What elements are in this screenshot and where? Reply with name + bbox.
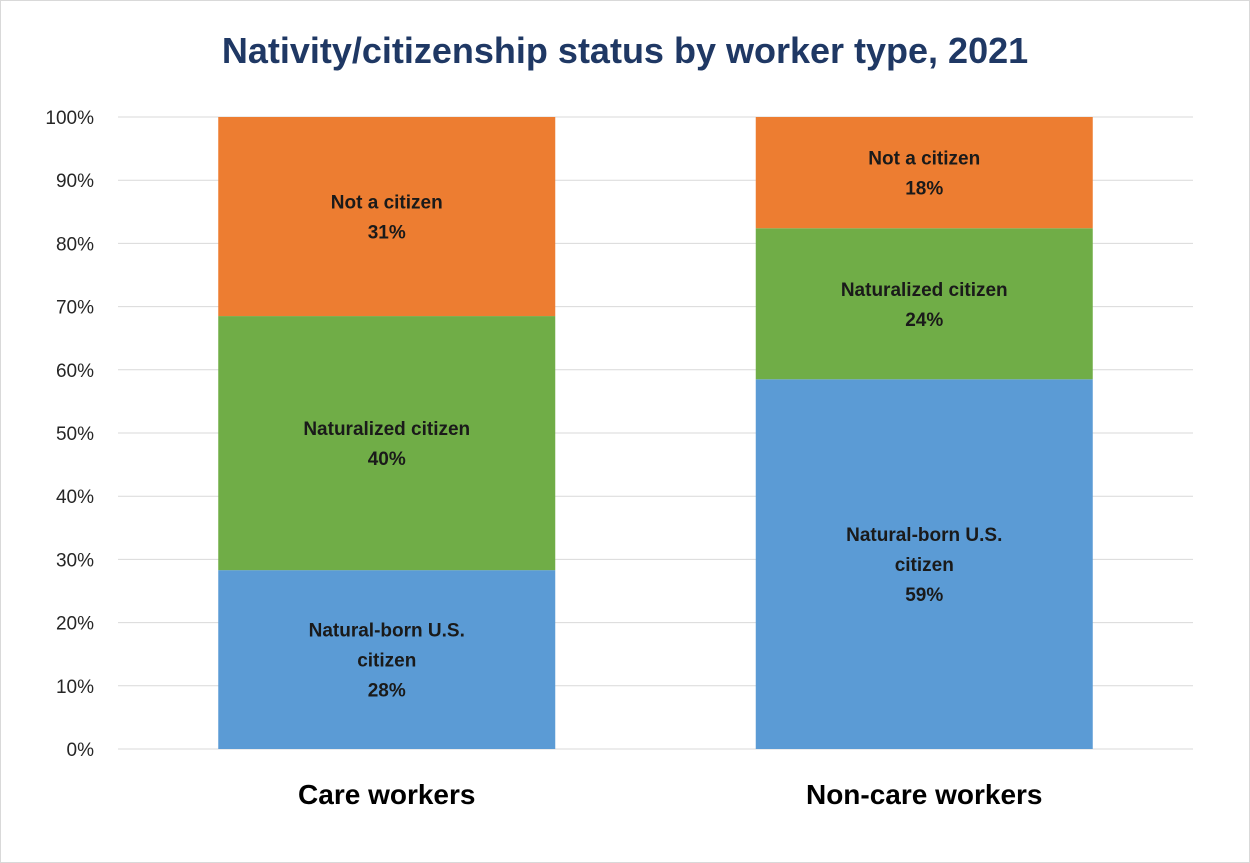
y-tick-label: 50% <box>56 424 94 445</box>
data-label: Naturalized citizen <box>303 419 470 440</box>
bar-segment <box>218 316 556 571</box>
y-tick-label: 40% <box>56 487 94 508</box>
data-label: citizen <box>895 555 954 576</box>
y-tick-label: 20% <box>56 614 94 635</box>
data-label: Not a citizen <box>868 149 980 170</box>
y-tick-label: 90% <box>56 171 94 192</box>
data-label: 18% <box>905 179 943 200</box>
data-label: 24% <box>905 310 943 331</box>
y-tick-label: 70% <box>56 298 94 319</box>
data-label: 59% <box>905 585 943 606</box>
data-label: Natural-born U.S. <box>846 525 1002 546</box>
data-label: 40% <box>368 449 406 470</box>
data-label: Naturalized citizen <box>841 280 1008 301</box>
y-tick-label: 0% <box>67 740 95 761</box>
data-label: citizen <box>357 651 416 672</box>
bar-segment <box>755 228 1093 380</box>
data-label: Not a citizen <box>331 193 443 214</box>
y-tick-label: 100% <box>45 108 94 129</box>
data-label: 28% <box>368 681 406 702</box>
bar-segment <box>218 117 556 317</box>
data-label: Natural-born U.S. <box>309 621 465 642</box>
y-tick-label: 10% <box>56 677 94 698</box>
data-label: 31% <box>368 223 406 244</box>
chart-title: Nativity/citizenship status by worker ty… <box>221 30 1029 71</box>
bar-segment <box>755 117 1093 229</box>
y-tick-label: 60% <box>56 361 94 382</box>
y-tick-label: 30% <box>56 550 94 571</box>
y-tick-label: 80% <box>56 234 94 255</box>
x-category-label: Non-care workers <box>806 779 1043 810</box>
bar-segment <box>218 570 556 749</box>
bar-segment <box>755 379 1093 749</box>
x-category-label: Care workers <box>298 779 475 810</box>
